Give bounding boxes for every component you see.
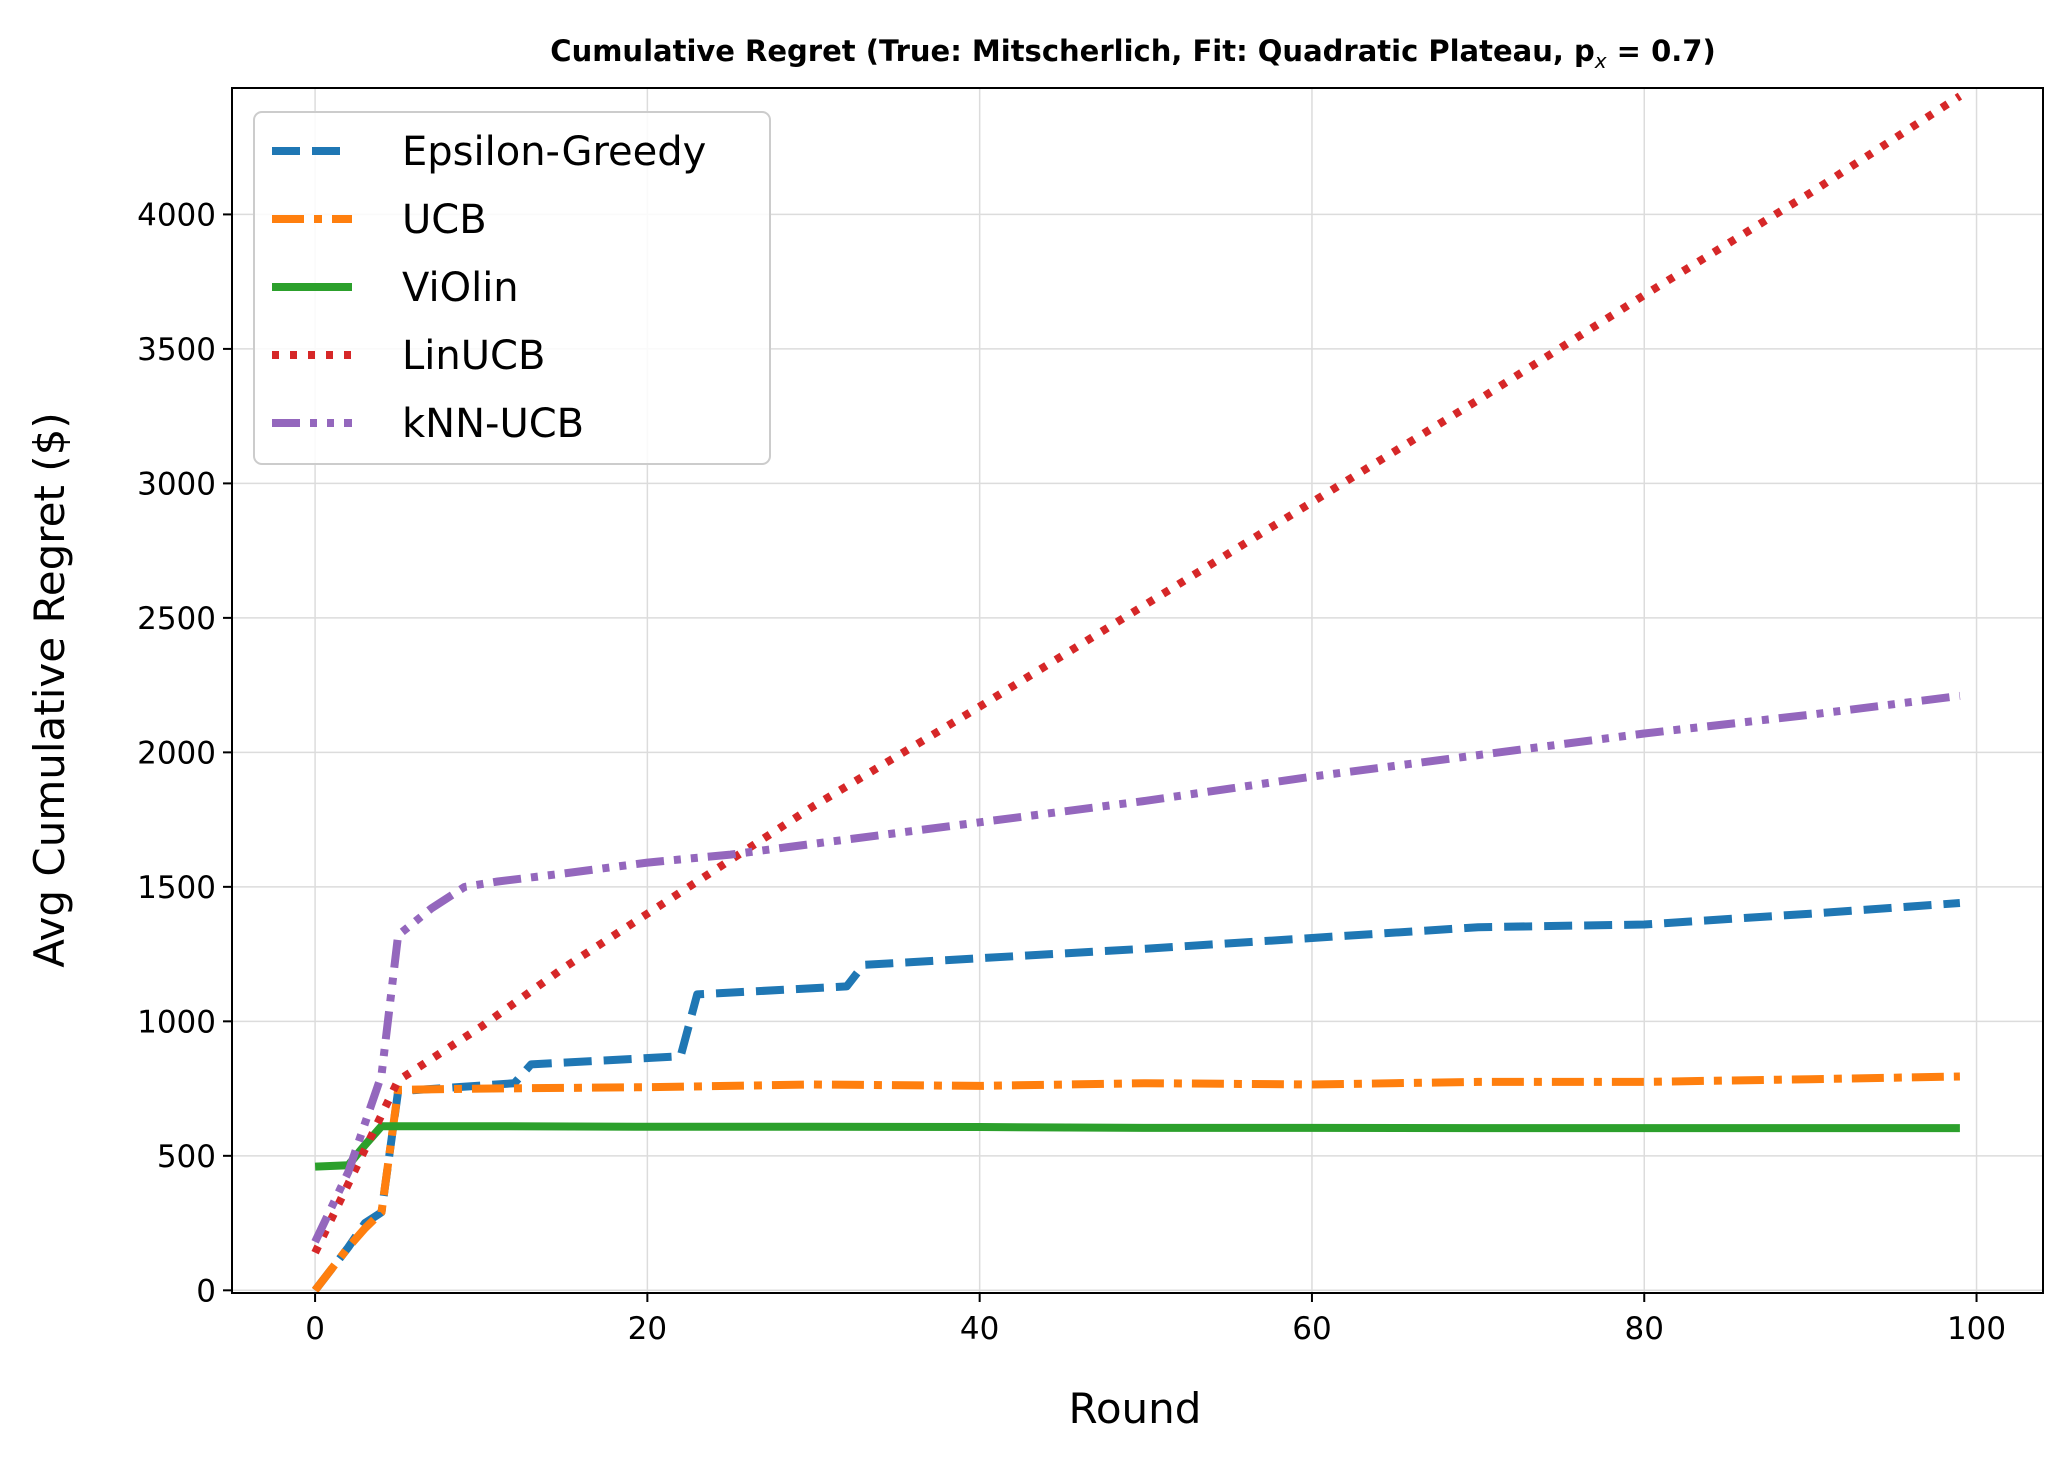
legend-label-ucb: UCB (402, 197, 487, 243)
legend-label-linucb: LinUCB (402, 333, 545, 379)
series-line-epsilon-greedy (311, 899, 1961, 1293)
y-tick-label: 1000 (137, 1004, 216, 1040)
x-axis-label: Round (1069, 1384, 1202, 1433)
series-line-knn-ucb (311, 691, 1961, 1244)
x-tick-label: 100 (1947, 1311, 2006, 1347)
series-line-linucb (311, 92, 1963, 1255)
x-tick-label: 20 (628, 1311, 667, 1347)
plot-frame (231, 87, 2044, 1294)
x-tick-label: 60 (1292, 1311, 1331, 1347)
legend-label-epsilon-greedy: Epsilon-Greedy (402, 129, 706, 175)
grid (232, 88, 2043, 1293)
x-tick-label: 40 (960, 1311, 999, 1347)
legend-label-violin: ViOlin (402, 265, 519, 311)
x-tick-label: 80 (1625, 1311, 1664, 1347)
series-line-violin (314, 1122, 1960, 1171)
legend: Epsilon-Greedy UCB ViOlin LinUCB kNN-UCB (253, 111, 771, 465)
y-tick-label: 3500 (137, 332, 216, 368)
y-tick-label: 1500 (137, 870, 216, 906)
y-tick-label: 3000 (137, 466, 216, 502)
series-layer (311, 92, 1963, 1293)
y-axis-label: Avg Cumulative Regret ($) (25, 412, 74, 968)
y-tick-label: 500 (157, 1139, 216, 1175)
series-line-ucb (311, 1072, 1960, 1293)
ticks: 0 20 40 60 80 1000500100015002000250030003500… (137, 197, 2006, 1347)
y-tick-label: 2500 (137, 601, 216, 637)
chart-title: Cumulative Regret (True: Mitscherlich, F… (550, 34, 1715, 73)
title-subscript: x (1594, 49, 1607, 73)
legend-label-knn-ucb: kNN-UCB (402, 401, 584, 447)
legend-frame (253, 111, 771, 465)
x-tick-label: 0 (305, 1311, 325, 1347)
y-tick-label: 0 (196, 1273, 216, 1309)
y-tick-label: 4000 (137, 197, 216, 233)
y-tick-label: 2000 (137, 735, 216, 771)
title-suffix: = 0.7) (1607, 34, 1716, 68)
